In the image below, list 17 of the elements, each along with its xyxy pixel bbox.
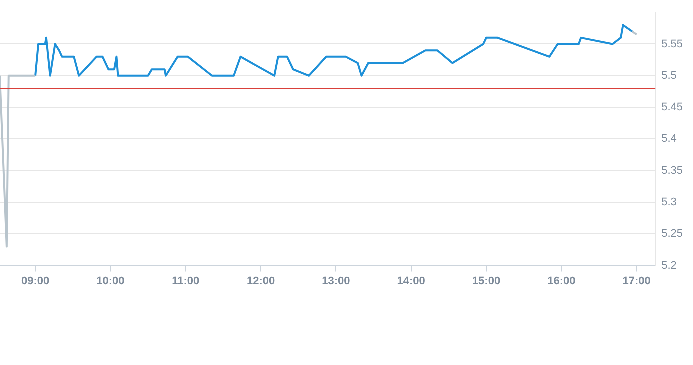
x-tick-label: 13:00 bbox=[322, 275, 350, 288]
y-tick-label: 5.5 bbox=[662, 70, 677, 82]
x-tick-label: 14:00 bbox=[397, 275, 426, 288]
y-tick-label: 5.35 bbox=[662, 164, 684, 177]
x-tick-label: 17:00 bbox=[622, 275, 651, 288]
x-tick-label: 12:00 bbox=[246, 275, 276, 288]
y-tick-label: 5.2 bbox=[662, 260, 677, 272]
y-tick-label: 5.45 bbox=[662, 102, 684, 114]
y-tick-label: 5.4 bbox=[662, 133, 677, 146]
x-tick-label: 09:00 bbox=[21, 275, 50, 288]
x-tick-label: 16:00 bbox=[548, 275, 576, 288]
x-tick-label: 15:00 bbox=[472, 275, 501, 288]
y-tick-label: 5.55 bbox=[662, 38, 684, 50]
y-tick-label: 5.3 bbox=[662, 196, 677, 209]
y-tick-label: 5.25 bbox=[662, 228, 684, 240]
x-tick-label: 10:00 bbox=[96, 275, 125, 288]
x-tick-label: 11:00 bbox=[172, 275, 200, 288]
